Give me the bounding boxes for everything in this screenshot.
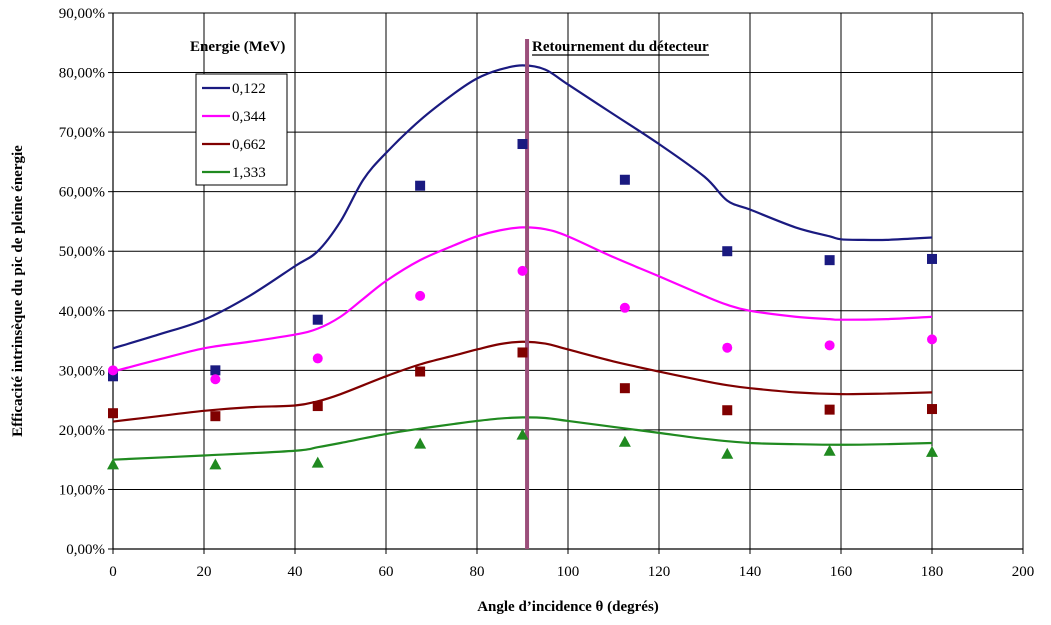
data-point-series-2 <box>415 366 426 377</box>
y-tick-label: 50,00% <box>59 244 105 260</box>
legend-label-3: 1,333 <box>232 165 266 181</box>
data-point-series-0 <box>210 365 221 376</box>
series-curve-3 <box>112 416 933 461</box>
data-point-series-1 <box>824 340 835 351</box>
y-tick-label: 60,00% <box>59 185 105 201</box>
data-point-series-3 <box>311 456 324 468</box>
x-tick-label: 80 <box>470 564 485 580</box>
series-curve-2 <box>112 340 933 423</box>
data-point-series-2 <box>210 411 221 422</box>
series-curve-1 <box>112 226 933 373</box>
series-curves <box>112 64 933 461</box>
y-tick-label: 80,00% <box>59 66 105 82</box>
data-point-series-1 <box>619 302 630 313</box>
y-tick-label: 20,00% <box>59 423 105 439</box>
data-point-series-0 <box>619 174 630 185</box>
data-point-series-1 <box>722 342 733 353</box>
x-tick-label: 200 <box>1012 564 1035 580</box>
data-point-series-3 <box>721 447 734 459</box>
series-curve-0 <box>112 64 933 350</box>
x-tick-label: 60 <box>379 564 394 580</box>
y-tick-label: 70,00% <box>59 125 105 141</box>
data-point-series-3 <box>926 445 938 457</box>
x-tick-label: 160 <box>830 564 853 580</box>
data-point-series-2 <box>722 405 733 416</box>
x-axis-title: Angle d’incidence θ (degrés) <box>477 599 659 615</box>
tick-labels: 0,00% 10,00% 20,00% 30,00% 40,00% 50,00% 60,00… <box>59 6 1035 580</box>
data-point-series-1 <box>312 353 323 364</box>
series-points <box>107 139 938 470</box>
data-point-series-2 <box>619 383 630 394</box>
data-point-series-1 <box>415 290 426 301</box>
legend: 0,122 0,344 0,662 1,333 <box>195 73 288 186</box>
data-point-series-1 <box>210 374 221 385</box>
y-tick-label: 90,00% <box>59 6 105 22</box>
x-tick-label: 0 <box>109 564 117 580</box>
x-tick-label: 180 <box>921 564 944 580</box>
legend-label-0: 0,122 <box>232 81 266 97</box>
legend-box <box>195 73 288 186</box>
data-point-series-2 <box>312 401 323 412</box>
annotation-retournement: Retournement du détecteur <box>532 39 709 55</box>
y-tick-label: 40,00% <box>59 304 105 320</box>
data-point-series-3 <box>618 435 631 447</box>
x-tick-label: 140 <box>739 564 762 580</box>
data-point-series-2 <box>927 404 937 415</box>
data-point-series-3 <box>107 458 119 470</box>
legend-label-1: 0,344 <box>232 109 266 125</box>
data-point-series-1 <box>927 334 937 345</box>
data-point-series-0 <box>108 371 118 382</box>
x-tick-label: 120 <box>648 564 671 580</box>
legend-label-2: 0,662 <box>232 137 266 153</box>
data-point-series-3 <box>209 458 222 470</box>
y-tick-label: 10,00% <box>59 482 105 498</box>
data-point-series-0 <box>722 246 733 257</box>
y-tick-label: 0,00% <box>66 542 105 558</box>
data-point-series-3 <box>516 428 529 440</box>
data-point-series-1 <box>517 265 528 276</box>
data-point-series-0 <box>415 180 426 191</box>
data-point-series-1 <box>108 365 118 376</box>
grid-lines <box>113 12 1024 549</box>
data-point-series-2 <box>824 404 835 415</box>
x-tick-label: 100 <box>557 564 580 580</box>
x-tick-label: 20 <box>197 564 212 580</box>
y-tick-label: 30,00% <box>59 363 105 379</box>
data-point-series-0 <box>517 139 528 150</box>
x-tick-label: 40 <box>288 564 303 580</box>
data-point-series-0 <box>312 314 323 325</box>
data-point-series-3 <box>823 444 836 456</box>
y-axis-title: Efficacité intrinsèque du pic de pleine … <box>10 145 26 437</box>
data-point-series-2 <box>108 408 118 419</box>
data-point-series-0 <box>927 253 937 264</box>
data-point-series-2 <box>517 347 528 358</box>
data-point-series-3 <box>414 437 427 449</box>
legend-title: Energie (MeV) <box>190 39 285 55</box>
data-point-series-0 <box>824 255 835 266</box>
